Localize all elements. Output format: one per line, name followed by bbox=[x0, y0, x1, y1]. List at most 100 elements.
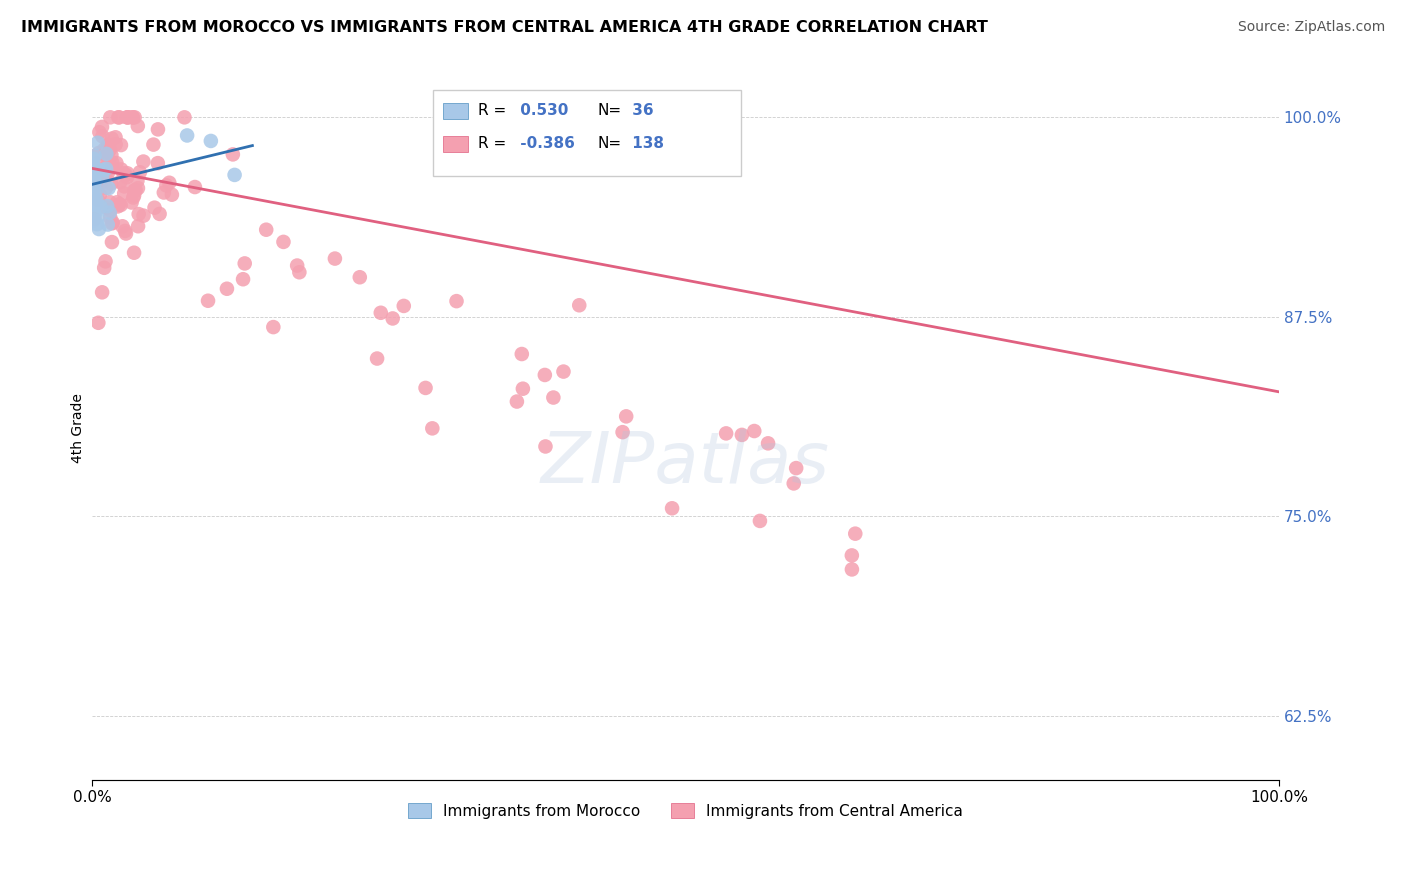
Point bbox=[90, 172, 112, 186]
Point bbox=[96, 147, 118, 161]
Point bbox=[84, 192, 107, 206]
Text: 36: 36 bbox=[627, 103, 654, 118]
Legend: Immigrants from Morocco, Immigrants from Central America: Immigrants from Morocco, Immigrants from… bbox=[402, 797, 969, 824]
Point bbox=[132, 209, 155, 223]
Point bbox=[86, 211, 108, 225]
Point bbox=[197, 293, 219, 308]
Point bbox=[731, 428, 754, 442]
Point bbox=[108, 111, 131, 125]
Point bbox=[97, 137, 120, 152]
Point bbox=[100, 177, 122, 191]
Point bbox=[91, 120, 114, 134]
Point bbox=[114, 224, 136, 238]
Point bbox=[89, 200, 111, 214]
Point bbox=[748, 514, 770, 528]
Point bbox=[83, 178, 105, 192]
Point bbox=[82, 167, 104, 181]
Point bbox=[381, 311, 404, 326]
Point bbox=[124, 184, 146, 198]
Point bbox=[83, 167, 105, 181]
Point bbox=[82, 159, 104, 173]
Point bbox=[742, 424, 765, 438]
Point bbox=[110, 138, 132, 153]
Point bbox=[184, 180, 207, 194]
Point bbox=[111, 219, 134, 234]
Point bbox=[146, 122, 169, 136]
Point bbox=[93, 163, 115, 178]
Point bbox=[94, 161, 117, 175]
Point bbox=[153, 186, 176, 200]
Point bbox=[94, 161, 117, 176]
Point bbox=[612, 425, 634, 439]
Point bbox=[215, 282, 238, 296]
Point bbox=[98, 143, 121, 157]
Point bbox=[614, 409, 637, 424]
Text: R =: R = bbox=[478, 103, 506, 118]
Text: N=: N= bbox=[598, 103, 621, 118]
Point bbox=[84, 177, 107, 191]
Point bbox=[84, 175, 107, 189]
Point bbox=[121, 111, 143, 125]
Point bbox=[112, 166, 135, 180]
Point bbox=[543, 391, 565, 405]
Point bbox=[142, 137, 165, 152]
Point bbox=[93, 142, 115, 156]
Point bbox=[420, 421, 443, 435]
Point bbox=[127, 219, 149, 234]
Point bbox=[110, 162, 132, 177]
Point bbox=[94, 149, 117, 163]
Point bbox=[84, 184, 107, 198]
Point bbox=[104, 137, 127, 152]
Point bbox=[96, 143, 118, 157]
Point bbox=[84, 197, 107, 211]
Point bbox=[105, 156, 128, 170]
Point bbox=[160, 187, 183, 202]
Point bbox=[96, 146, 118, 161]
Point bbox=[128, 165, 150, 179]
Point bbox=[115, 111, 138, 125]
Text: IMMIGRANTS FROM MOROCCO VS IMMIGRANTS FROM CENTRAL AMERICA 4TH GRADE CORRELATION: IMMIGRANTS FROM MOROCCO VS IMMIGRANTS FR… bbox=[21, 20, 988, 35]
Text: N=: N= bbox=[598, 136, 621, 151]
Point bbox=[86, 167, 108, 181]
Point bbox=[512, 382, 534, 396]
Point bbox=[97, 181, 120, 195]
Point bbox=[107, 111, 129, 125]
Point bbox=[370, 306, 392, 320]
Point bbox=[89, 125, 111, 139]
Point bbox=[86, 156, 108, 170]
Point bbox=[98, 211, 121, 225]
Point bbox=[714, 426, 737, 441]
Point bbox=[415, 381, 437, 395]
Point bbox=[82, 190, 104, 204]
Point bbox=[553, 365, 575, 379]
Point bbox=[83, 211, 105, 226]
Point bbox=[87, 222, 110, 236]
Point bbox=[510, 347, 533, 361]
Point bbox=[844, 526, 866, 541]
Point bbox=[568, 298, 591, 312]
Point bbox=[112, 179, 135, 194]
Point bbox=[87, 316, 110, 330]
Point bbox=[124, 183, 146, 197]
Point bbox=[232, 272, 254, 286]
Point bbox=[82, 152, 104, 166]
Point bbox=[84, 171, 107, 186]
Point bbox=[96, 201, 118, 215]
Point bbox=[84, 163, 107, 178]
Point bbox=[98, 202, 121, 217]
Point bbox=[105, 195, 128, 210]
Point bbox=[87, 193, 110, 207]
Point bbox=[100, 131, 122, 145]
Point bbox=[100, 148, 122, 162]
Point bbox=[128, 207, 150, 221]
Point bbox=[288, 265, 311, 279]
Point bbox=[83, 169, 105, 183]
Point bbox=[756, 436, 779, 450]
Point bbox=[534, 368, 557, 382]
Point bbox=[273, 235, 295, 249]
Point bbox=[90, 176, 112, 190]
Point bbox=[115, 170, 138, 185]
Point bbox=[83, 198, 105, 212]
Point bbox=[84, 177, 107, 191]
Point bbox=[83, 161, 105, 176]
